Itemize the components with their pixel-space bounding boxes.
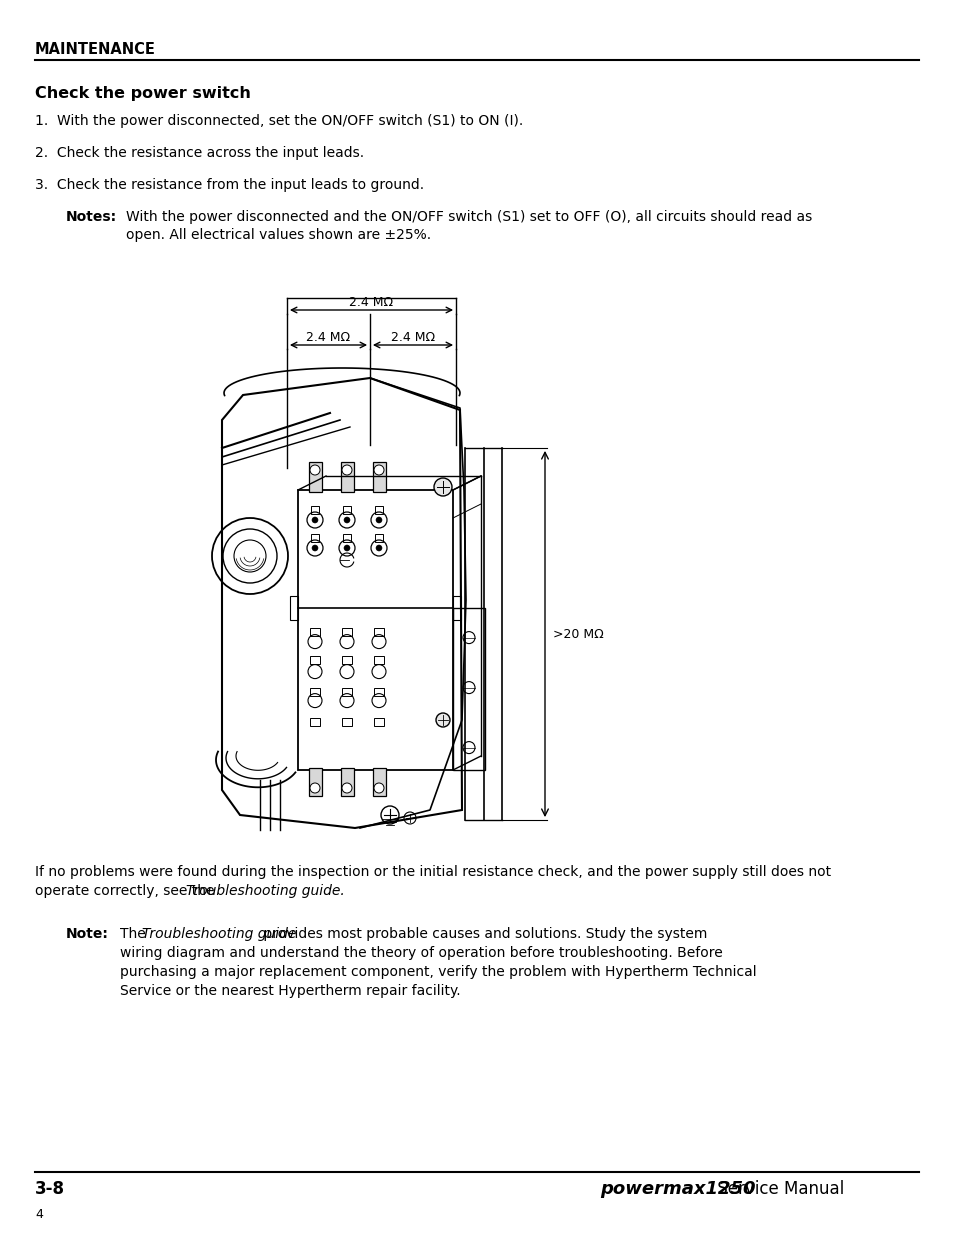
Circle shape <box>436 713 450 727</box>
Bar <box>341 718 352 726</box>
Bar <box>375 506 382 514</box>
Circle shape <box>434 478 452 496</box>
Bar <box>341 656 352 663</box>
Text: Check the power switch: Check the power switch <box>35 86 251 101</box>
Bar <box>309 462 322 492</box>
Circle shape <box>310 783 319 793</box>
Text: Service Manual: Service Manual <box>711 1179 843 1198</box>
Bar <box>343 506 351 514</box>
Text: If no problems were found during the inspection or the initial resistance check,: If no problems were found during the ins… <box>35 864 830 879</box>
Circle shape <box>374 783 384 793</box>
Text: 2.  Check the resistance across the input leads.: 2. Check the resistance across the input… <box>35 146 364 161</box>
Circle shape <box>375 517 381 522</box>
Bar <box>341 627 352 636</box>
Circle shape <box>375 545 381 551</box>
Text: >20 MΩ: >20 MΩ <box>553 627 603 641</box>
Bar <box>297 490 453 769</box>
Bar <box>453 608 484 769</box>
Circle shape <box>312 517 317 522</box>
Text: 2.4 MΩ: 2.4 MΩ <box>306 331 350 345</box>
Bar <box>374 627 384 636</box>
Bar <box>310 688 319 695</box>
Circle shape <box>344 517 350 522</box>
Bar <box>340 462 354 492</box>
Bar <box>341 688 352 695</box>
Bar <box>374 656 384 663</box>
Text: provides most probable causes and solutions. Study the system: provides most probable causes and soluti… <box>259 927 707 941</box>
Bar <box>310 627 319 636</box>
Bar <box>310 656 319 663</box>
Text: wiring diagram and understand the theory of operation before troubleshooting. Be: wiring diagram and understand the theory… <box>120 946 722 960</box>
Text: 2.4 MΩ: 2.4 MΩ <box>391 331 435 345</box>
Text: 3-8: 3-8 <box>35 1179 65 1198</box>
Bar <box>309 768 322 797</box>
Bar <box>375 534 382 542</box>
Text: 2.4 MΩ: 2.4 MΩ <box>349 296 394 309</box>
Text: Note:: Note: <box>66 927 109 941</box>
Text: MAINTENANCE: MAINTENANCE <box>35 42 155 57</box>
Circle shape <box>344 545 350 551</box>
Bar <box>373 768 386 797</box>
Text: operate correctly, see the: operate correctly, see the <box>35 884 218 898</box>
Bar <box>311 534 318 542</box>
Circle shape <box>341 783 352 793</box>
Bar <box>374 688 384 695</box>
Text: The: The <box>120 927 150 941</box>
Text: Notes:: Notes: <box>66 210 117 224</box>
Bar <box>374 718 384 726</box>
Text: purchasing a major replacement component, verify the problem with Hypertherm Tec: purchasing a major replacement component… <box>120 965 756 979</box>
Text: powermax1250: powermax1250 <box>599 1179 755 1198</box>
Bar <box>340 768 354 797</box>
Text: 1.  With the power disconnected, set the ON/OFF switch (S1) to ON (I).: 1. With the power disconnected, set the … <box>35 114 522 128</box>
Text: Troubleshooting guide.: Troubleshooting guide. <box>186 884 344 898</box>
Text: Service or the nearest Hypertherm repair facility.: Service or the nearest Hypertherm repair… <box>120 984 460 998</box>
Text: 3.  Check the resistance from the input leads to ground.: 3. Check the resistance from the input l… <box>35 178 424 191</box>
Text: 4: 4 <box>35 1208 43 1221</box>
Bar <box>311 506 318 514</box>
Bar <box>310 718 319 726</box>
Bar <box>453 595 460 620</box>
Bar <box>373 462 386 492</box>
Bar <box>343 534 351 542</box>
Text: Troubleshooting guide: Troubleshooting guide <box>142 927 296 941</box>
Bar <box>290 595 297 620</box>
Circle shape <box>341 466 352 475</box>
Text: With the power disconnected and the ON/OFF switch (S1) set to OFF (O), all circu: With the power disconnected and the ON/O… <box>126 210 811 224</box>
Circle shape <box>312 545 317 551</box>
Text: open. All electrical values shown are ±25%.: open. All electrical values shown are ±2… <box>126 228 431 242</box>
Circle shape <box>374 466 384 475</box>
Circle shape <box>310 466 319 475</box>
